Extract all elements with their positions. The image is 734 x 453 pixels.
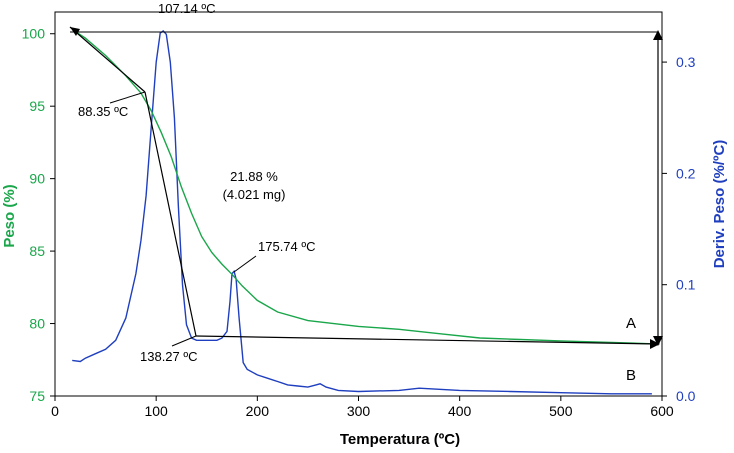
x-tick-label: 600 [650, 403, 674, 419]
y-left-tick-label: 80 [29, 316, 45, 332]
x-tick-label: 100 [144, 403, 168, 419]
y-left-axis-title: Peso (%) [1, 184, 18, 247]
onset-tangent-upper [69, 26, 146, 93]
leader-88 [109, 91, 146, 104]
y-axis-right: 0.0 0.1 0.2 0.3 [662, 54, 696, 404]
y-right-tick-label: 0.2 [676, 165, 696, 181]
y-left-tick-label: 75 [29, 388, 45, 404]
marker-a: A [626, 315, 636, 332]
bracket-bottom-arrowhead [653, 336, 663, 346]
x-tick-label: 300 [347, 403, 371, 419]
marker-b: B [626, 367, 636, 384]
x-tick-label: 500 [549, 403, 573, 419]
annotation-onset-88: 88.35 ºC [78, 104, 128, 119]
y-right-axis-title: Deriv. Peso (%/ºC) [711, 140, 728, 269]
mass-loss-percent: 21.88 % [230, 169, 278, 184]
derivative-series-line [72, 29, 652, 395]
bracket-top-arrowhead [653, 30, 663, 40]
y-left-tick-label: 85 [29, 243, 45, 259]
x-axis: 0 100 200 300 400 500 600 [51, 396, 674, 419]
onset-tangent-lower [144, 91, 197, 337]
y-axis-left: 75 80 85 90 95 100 [22, 26, 55, 404]
x-tick-label: 400 [448, 403, 472, 419]
leader-138 [171, 335, 197, 347]
y-left-tick-label: 100 [22, 26, 46, 42]
upper-arrowhead [70, 27, 80, 36]
leader-175 [233, 255, 257, 273]
annotation-peak-175: 175.74 ºC [258, 239, 316, 254]
x-axis-title: Temperatura (ºC) [340, 431, 460, 448]
y-right-tick-label: 0.0 [676, 388, 696, 404]
y-right-tick-label: 0.1 [676, 277, 696, 293]
lower-arrowhead [650, 339, 660, 349]
x-tick-label: 200 [246, 403, 270, 419]
lower-horizontal-line [195, 335, 659, 345]
x-tick-label: 0 [51, 403, 59, 419]
annotation-endset-138: 138.27 ºC [140, 349, 198, 364]
annotation-peak-107: 107.14 ºC [158, 1, 216, 16]
mass-loss-mg: (4.021 mg) [223, 187, 286, 202]
y-left-tick-label: 90 [29, 171, 45, 187]
weight-series-line [71, 28, 652, 345]
y-right-tick-label: 0.3 [676, 54, 696, 70]
y-left-tick-label: 95 [29, 98, 45, 114]
